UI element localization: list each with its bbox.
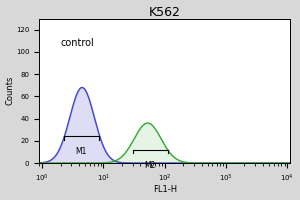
- Y-axis label: Counts: Counts: [6, 76, 15, 105]
- Text: M2: M2: [145, 161, 156, 170]
- Title: K562: K562: [149, 6, 181, 19]
- X-axis label: FL1-H: FL1-H: [153, 185, 177, 194]
- Text: control: control: [61, 38, 94, 48]
- Text: M1: M1: [75, 147, 87, 156]
